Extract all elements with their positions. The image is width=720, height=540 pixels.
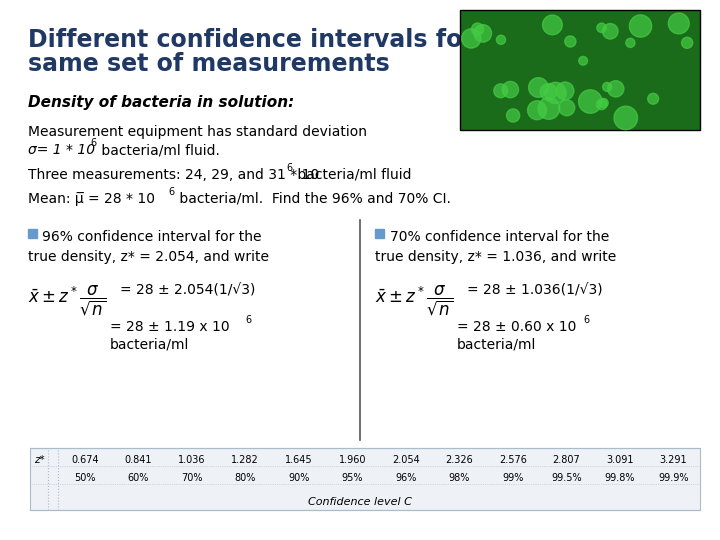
Text: 98%: 98% [449,473,470,483]
Text: 1.282: 1.282 [231,455,259,465]
Text: 3.291: 3.291 [660,455,687,465]
Text: = 28 ± 1.036(1/√3): = 28 ± 1.036(1/√3) [467,283,603,297]
Text: bacteria/ml: bacteria/ml [110,338,189,352]
Circle shape [596,99,607,110]
Text: Mean: μ̅ = 28 * 10: Mean: μ̅ = 28 * 10 [28,192,155,206]
Circle shape [579,56,588,65]
Text: = 28 ± 0.60 x 10: = 28 ± 0.60 x 10 [457,320,577,334]
Text: 2.326: 2.326 [446,455,473,465]
Text: 90%: 90% [288,473,310,483]
Text: $\bar{x} \pm z^* \dfrac{\sigma}{\sqrt{n}}$: $\bar{x} \pm z^* \dfrac{\sigma}{\sqrt{n}… [375,283,454,317]
Text: z*: z* [34,455,45,465]
Text: Measurement equipment has standard deviation: Measurement equipment has standard devia… [28,125,367,139]
Text: 6: 6 [286,163,292,173]
Text: true density, z* = 1.036, and write: true density, z* = 1.036, and write [375,250,616,264]
Circle shape [556,82,574,100]
Circle shape [506,109,520,122]
Circle shape [502,82,518,98]
Text: Different confidence intervals for the: Different confidence intervals for the [28,28,526,52]
Text: same set of measurements: same set of measurements [28,52,390,76]
Text: Density of bacteria in solution:: Density of bacteria in solution: [28,95,294,110]
Text: 1.645: 1.645 [285,455,312,465]
Text: 99.9%: 99.9% [658,473,688,483]
Text: 60%: 60% [127,473,149,483]
Bar [375,229,384,238]
Text: 96% confidence interval for the: 96% confidence interval for the [42,230,261,244]
Text: 70%: 70% [181,473,202,483]
Circle shape [578,90,602,113]
Circle shape [545,82,566,104]
Text: 99.8%: 99.8% [605,473,635,483]
Circle shape [603,24,618,39]
Text: 6: 6 [245,315,251,325]
Circle shape [597,23,606,32]
Circle shape [599,98,608,107]
Text: 1.036: 1.036 [178,455,205,465]
Text: 0.674: 0.674 [71,455,99,465]
Text: true density, z* = 2.054, and write: true density, z* = 2.054, and write [28,250,269,264]
Text: 70% confidence interval for the: 70% confidence interval for the [390,230,609,244]
Text: = 28 ± 1.19 x 10: = 28 ± 1.19 x 10 [110,320,230,334]
Text: Three measurements: 24, 29, and 31 * 10: Three measurements: 24, 29, and 31 * 10 [28,168,319,182]
Text: bacteria/ml fluid.: bacteria/ml fluid. [97,143,220,157]
Text: 50%: 50% [74,473,96,483]
Text: 6: 6 [168,187,174,197]
Text: 99%: 99% [502,473,523,483]
Text: bacteria/ml.  Find the 96% and 70% CI.: bacteria/ml. Find the 96% and 70% CI. [175,192,451,206]
Text: 0.841: 0.841 [125,455,152,465]
Bar [28,229,37,238]
Circle shape [543,15,562,35]
Circle shape [603,83,611,91]
Text: 95%: 95% [341,473,363,483]
Bar [30,448,700,510]
Text: 6: 6 [583,315,589,325]
Circle shape [474,25,492,42]
Text: 96%: 96% [395,473,416,483]
Text: 2.807: 2.807 [552,455,580,465]
Text: 2.054: 2.054 [392,455,420,465]
Circle shape [648,93,659,104]
Text: 2.576: 2.576 [499,455,527,465]
Circle shape [538,98,559,119]
Circle shape [496,35,505,44]
Text: 1.960: 1.960 [338,455,366,465]
Circle shape [528,101,546,120]
Text: 3.091: 3.091 [606,455,634,465]
Bar [460,10,700,130]
Circle shape [608,80,624,97]
Circle shape [528,78,548,97]
Text: = 28 ± 2.054(1/√3): = 28 ± 2.054(1/√3) [120,283,256,297]
Circle shape [614,106,637,130]
Circle shape [494,84,508,98]
Circle shape [626,38,635,48]
Text: bacteria/ml: bacteria/ml [457,338,536,352]
Circle shape [472,23,484,35]
Circle shape [668,13,689,34]
Text: bacteria/ml fluid: bacteria/ml fluid [293,168,412,182]
Text: 80%: 80% [235,473,256,483]
Text: 99.5%: 99.5% [551,473,582,483]
Text: σ= 1 * 10: σ= 1 * 10 [28,143,95,157]
Circle shape [682,37,693,49]
Text: 6: 6 [90,138,96,148]
Circle shape [540,84,557,100]
Circle shape [559,100,575,116]
Text: Confidence level C: Confidence level C [308,497,412,507]
Text: $\bar{x} \pm z^* \dfrac{\sigma}{\sqrt{n}}$: $\bar{x} \pm z^* \dfrac{\sigma}{\sqrt{n}… [28,283,107,317]
Circle shape [564,36,576,47]
Circle shape [462,29,481,48]
Circle shape [629,15,652,37]
